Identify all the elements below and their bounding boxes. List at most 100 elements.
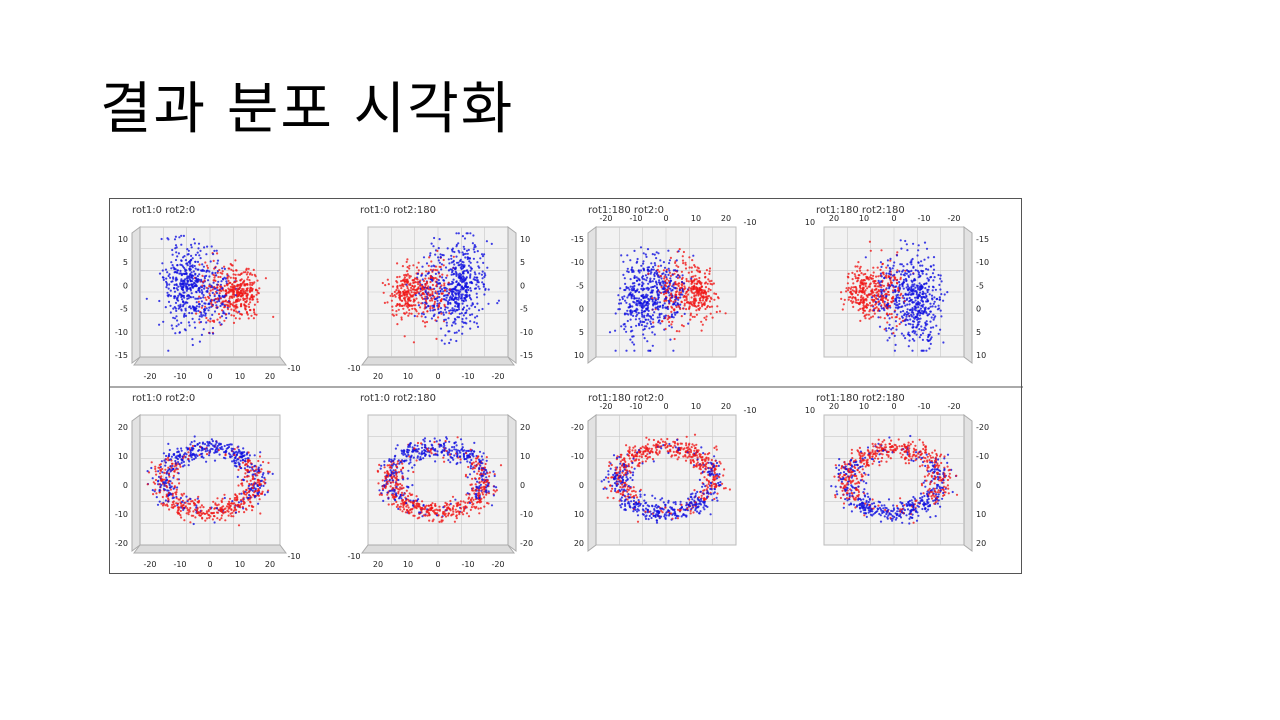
point-blue [481, 277, 484, 280]
point-blue [440, 288, 443, 291]
point-blue [253, 465, 256, 468]
point-blue [189, 454, 192, 457]
z-axis-label: -10 [287, 364, 300, 373]
point-blue [174, 459, 177, 463]
point-red [707, 294, 711, 298]
point-red [154, 488, 157, 491]
point-red [429, 294, 432, 297]
point-blue [262, 484, 265, 487]
point-blue [459, 258, 462, 261]
point-blue [645, 314, 649, 317]
point-blue [908, 315, 911, 318]
point-blue [162, 276, 165, 279]
point-red [477, 470, 480, 473]
point-blue [904, 304, 907, 307]
point-blue [644, 318, 647, 321]
point-blue [199, 257, 202, 260]
point-blue [237, 448, 240, 451]
point-red [481, 491, 484, 494]
point-blue [905, 310, 909, 314]
point-blue [465, 249, 469, 252]
point-blue [215, 440, 218, 443]
point-blue [640, 309, 644, 312]
point-blue [200, 300, 203, 303]
point-blue [158, 323, 161, 326]
point-blue [439, 289, 442, 292]
point-blue [157, 479, 160, 482]
point-red [864, 317, 867, 320]
point-blue [173, 238, 177, 241]
y-tick-label: -5 [576, 281, 584, 290]
point-red [240, 502, 243, 506]
point-red [411, 284, 414, 288]
point-red [173, 505, 177, 508]
point-blue [931, 285, 935, 288]
point-blue [445, 290, 448, 293]
point-red [853, 273, 856, 276]
point-blue [257, 468, 260, 472]
point-blue [913, 339, 916, 342]
point-blue [918, 275, 922, 278]
point-red [400, 280, 403, 283]
point-red [436, 249, 439, 252]
point-red [668, 320, 671, 324]
point-blue [482, 261, 485, 264]
point-blue [455, 308, 458, 312]
point-red [212, 500, 215, 503]
point-blue [911, 301, 914, 304]
point-red [697, 280, 700, 283]
point-blue [906, 303, 909, 306]
point-red [456, 436, 459, 439]
point-red [474, 460, 478, 463]
point-blue [932, 268, 936, 271]
point-red [863, 282, 866, 285]
point-blue [193, 264, 196, 268]
point-blue [666, 307, 670, 311]
point-blue [929, 310, 932, 313]
point-red [870, 316, 873, 319]
point-red [206, 264, 209, 267]
point-blue [166, 470, 169, 473]
point-red [399, 291, 402, 294]
point-blue [458, 449, 461, 453]
x-tick-label: -20 [947, 214, 960, 223]
point-red [179, 514, 182, 517]
point-red [227, 507, 230, 510]
point-blue [187, 321, 190, 324]
point-red [434, 290, 437, 293]
point-red [260, 492, 264, 495]
point-blue [200, 449, 203, 452]
point-blue [628, 288, 631, 291]
point-blue [417, 304, 420, 307]
point-red [432, 268, 435, 271]
x-tick-label: 10 [403, 372, 413, 381]
point-red [856, 265, 859, 268]
point-blue [183, 314, 186, 317]
point-blue [257, 492, 260, 495]
point-red [431, 502, 434, 505]
point-blue [895, 304, 898, 307]
point-blue [462, 253, 465, 256]
point-blue [905, 315, 908, 318]
point-red [899, 276, 902, 279]
point-red [685, 290, 688, 293]
point-red [674, 282, 677, 286]
point-blue [930, 275, 933, 279]
point-blue [904, 272, 907, 275]
point-red [424, 277, 427, 280]
point-blue [210, 438, 213, 441]
point-blue [907, 285, 910, 288]
point-red [218, 518, 221, 521]
point-blue [181, 298, 184, 301]
point-red [867, 313, 871, 316]
point-red [258, 483, 261, 486]
point-red [228, 297, 231, 300]
point-red [237, 510, 241, 513]
point-blue [457, 316, 461, 319]
point-red [206, 266, 209, 269]
point-blue [186, 294, 190, 297]
point-red [205, 286, 208, 289]
point-red [852, 305, 855, 308]
point-blue [145, 297, 148, 300]
point-blue [872, 309, 876, 312]
